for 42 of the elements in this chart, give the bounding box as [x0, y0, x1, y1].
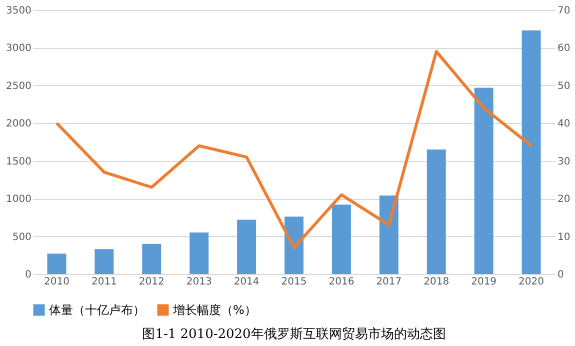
x-tick-label: 2013	[186, 276, 212, 288]
x-tick-label: 2018	[424, 276, 450, 288]
y-tick-label: 1500	[6, 156, 32, 168]
y2-tick-label: 20	[558, 194, 570, 206]
y2-tick-label: 70	[558, 6, 570, 16]
y-tick-label: 3000	[6, 43, 32, 54]
x-tick-label: 2020	[518, 276, 544, 288]
y-tick-label: 2000	[6, 118, 32, 130]
bar	[284, 216, 304, 274]
y2-tick-label: 40	[558, 118, 570, 130]
x-tick-label: 2019	[471, 276, 497, 288]
line-series	[55, 50, 533, 250]
x-tick-label: 2014	[234, 276, 260, 288]
bar	[142, 244, 162, 274]
caption: 图1-1 2010-2020年俄罗斯互联网贸易市场的动态图	[142, 327, 446, 342]
x-tick-label: 2011	[91, 276, 117, 288]
bar	[190, 232, 209, 274]
bar	[237, 220, 256, 274]
bar	[426, 150, 446, 274]
y-tick-label: 3500	[6, 6, 32, 16]
bar	[47, 254, 66, 274]
x-tick-label: 2012	[138, 276, 164, 288]
x-tick-label: 2010	[44, 276, 70, 288]
legend-label: 体量（十亿卢布）	[49, 303, 145, 317]
legend-label: 增长幅度（%）	[172, 303, 256, 317]
y-tick-label: 2500	[6, 80, 32, 92]
y-tick-label: 1000	[6, 194, 32, 206]
x-tick-label: 2017	[376, 276, 402, 288]
y-tick-label: 0	[25, 270, 32, 280]
x-tick-label: 2015	[281, 276, 307, 288]
y2-tick-label: 60	[558, 43, 570, 54]
x-tick-label: 2016	[328, 276, 354, 288]
y2-tick-label: 10	[558, 232, 570, 243]
bar	[474, 88, 494, 274]
y2-tick-label: 30	[558, 156, 570, 168]
bar	[379, 196, 398, 274]
y2-tick-label: 0	[558, 270, 564, 280]
bar	[94, 249, 114, 274]
bar	[332, 204, 351, 274]
bar	[522, 30, 541, 274]
y-tick-label: 500	[12, 232, 32, 243]
y2-tick-label: 50	[558, 80, 570, 92]
